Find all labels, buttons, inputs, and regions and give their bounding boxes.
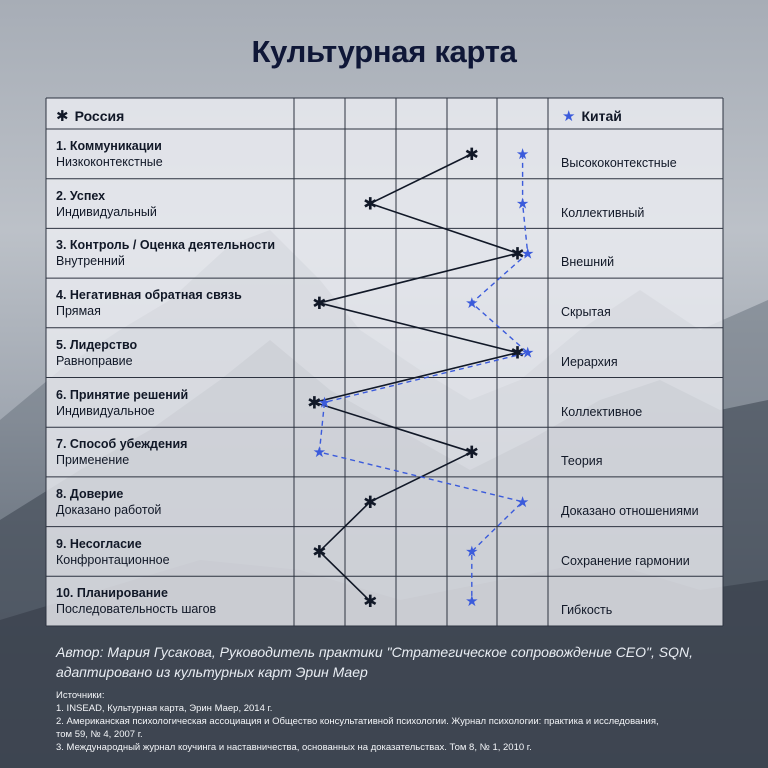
row-right-label: Иерархия [561,354,618,369]
row-left-label: Доказано работой [56,502,162,517]
china-marker: ★ [318,393,331,411]
row-title: 7. Способ убеждения [56,437,188,452]
russia-marker: ✱ [510,344,524,364]
series-line-russia [311,153,521,602]
author-note: Автор: Мария Гусакова, Руководитель прак… [56,644,694,680]
china-marker: ★ [516,493,529,511]
china-marker: ★ [465,294,478,312]
culture-map-grid [46,98,723,626]
china-marker: ★ [521,244,534,262]
row-title: 1. Коммуникации [56,139,162,153]
russia-marker: ✱ [363,592,377,612]
russia-marker: ✱ [465,145,479,165]
row-title: 5. Лидерство [56,337,138,352]
russia-marker: ✱ [363,195,377,215]
legend-china-label: Китай [581,108,622,124]
china-marker: ★ [465,592,478,610]
row-left-label: Низкоконтекстные [56,155,163,169]
asterisk-icon: ✱ [56,108,69,125]
row-right-label: Высококонтекстные [561,156,677,170]
row-title: 3. Контроль / Оценка деятельности [56,238,276,253]
row-right-label: Гибкость [561,603,613,618]
row-title: 2. Успех [56,188,106,203]
sources-title: Источники: [56,690,105,701]
row-left-label: Внутренний [56,254,125,269]
russia-marker: ✱ [312,542,326,562]
row-title: 8. Доверие [56,486,124,501]
row-left-label: Конфронтационное [56,552,170,567]
row-title: 10. Планирование [56,586,168,601]
china-marker: ★ [516,195,529,213]
row-title: 9. Несогласие [56,536,142,551]
russia-marker: ✱ [307,393,321,413]
row-right-label: Теория [561,454,603,469]
row-right-label: Сохранение гармонии [561,553,690,568]
page-title: Культурная карта [251,34,517,69]
row-left-label: Равноправие [56,353,133,368]
legend-russia: ✱ Россия [56,104,124,128]
row-right-label: Коллективное [561,404,643,419]
row-right-label: Коллективный [561,205,645,220]
legend-russia-label: Россия [74,108,125,124]
russia-marker: ✱ [312,294,326,314]
russia-marker: ✱ [465,443,479,463]
row-left-label: Последовательность шагов [56,602,217,617]
row-left-label: Индивидуальный [56,204,157,219]
china-marker: ★ [465,542,478,560]
star-icon: ★ [562,108,576,125]
legend-china: ★ Китай [562,104,622,128]
row-left-label: Индивидуальное [56,403,155,418]
row-left-label: Применение [56,453,130,468]
china-marker: ★ [521,344,534,362]
china-marker: ★ [313,443,326,461]
source-item: 1. INSEAD, Культурная карта, Эрин Маер, … [56,703,273,714]
row-title: 4. Негативная обратная связь [56,288,242,303]
series-line-china [318,153,530,602]
source-item: 2. Американская психологическая ассоциац… [56,716,659,727]
russia-marker: ✱ [363,493,377,513]
row-title: 6. Принятие решений [56,387,189,402]
row-right-label: Доказано отношениями [561,503,699,518]
source-item: 3. Международный журнал коучинга и наста… [56,742,532,753]
row-right-label: Внешний [561,255,615,270]
row-left-label: Прямая [56,304,101,319]
china-marker: ★ [516,145,529,163]
source-item: том 59, № 4, 2007 г. [56,729,143,740]
row-right-label: Скрытая [561,305,611,320]
